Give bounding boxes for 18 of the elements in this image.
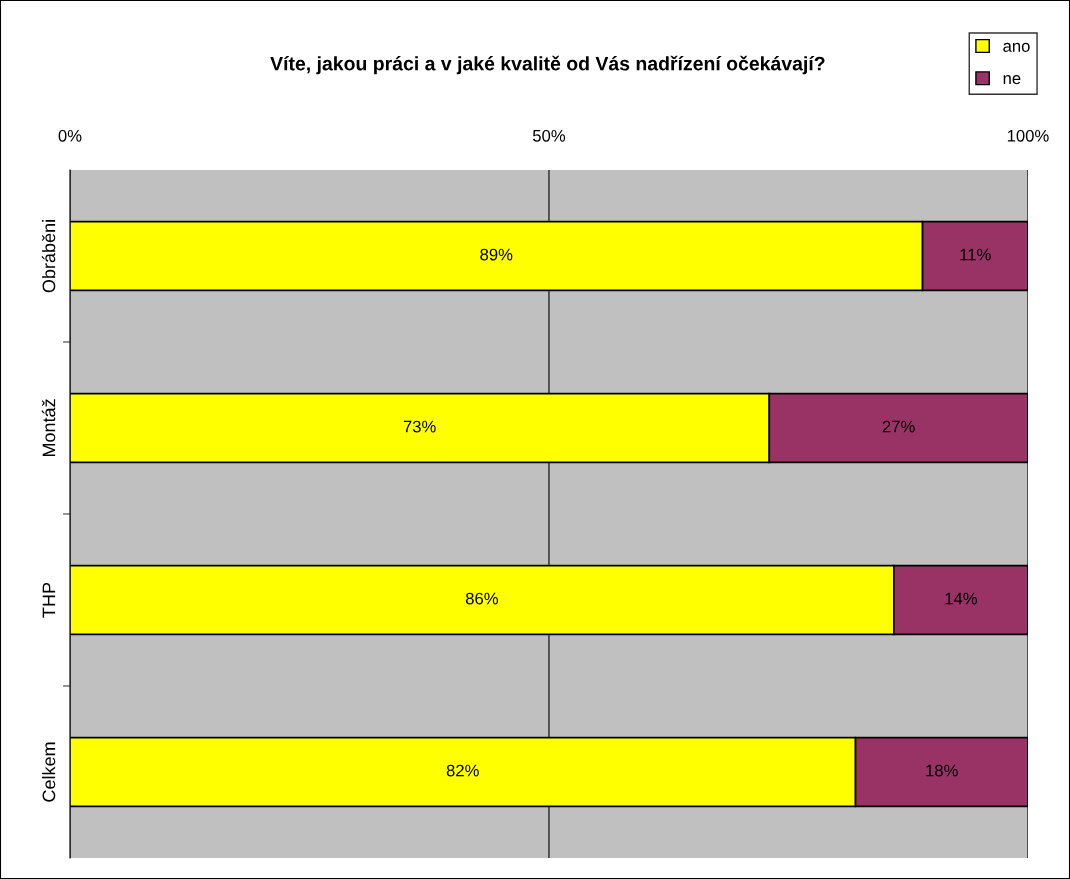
y-tick-label: Montáž — [41, 399, 56, 457]
data-label: 86% — [465, 592, 498, 605]
data-label: 73% — [403, 420, 436, 433]
x-tick-label: 50% — [532, 129, 566, 142]
y-tick-label: Celkem — [42, 742, 56, 802]
data-label: 14% — [945, 592, 977, 605]
data-label: 89% — [480, 248, 513, 261]
legend-label: ano — [1003, 42, 1030, 52]
data-label: 11% — [960, 248, 991, 261]
y-tick-label: THP — [42, 582, 56, 618]
y-tick-label: Obráběni — [41, 220, 56, 293]
data-label: 27% — [882, 420, 915, 433]
data-label: 18% — [926, 764, 958, 777]
x-tick-label: 0% — [58, 129, 82, 142]
x-tick-label: 100% — [1007, 129, 1049, 142]
data-label: 82% — [446, 764, 479, 777]
legend-label: ne — [1003, 75, 1021, 85]
chart-title: Víte, jakou práci a v jaké kvalitě od Vás nadřízení očekávají? — [270, 55, 825, 75]
